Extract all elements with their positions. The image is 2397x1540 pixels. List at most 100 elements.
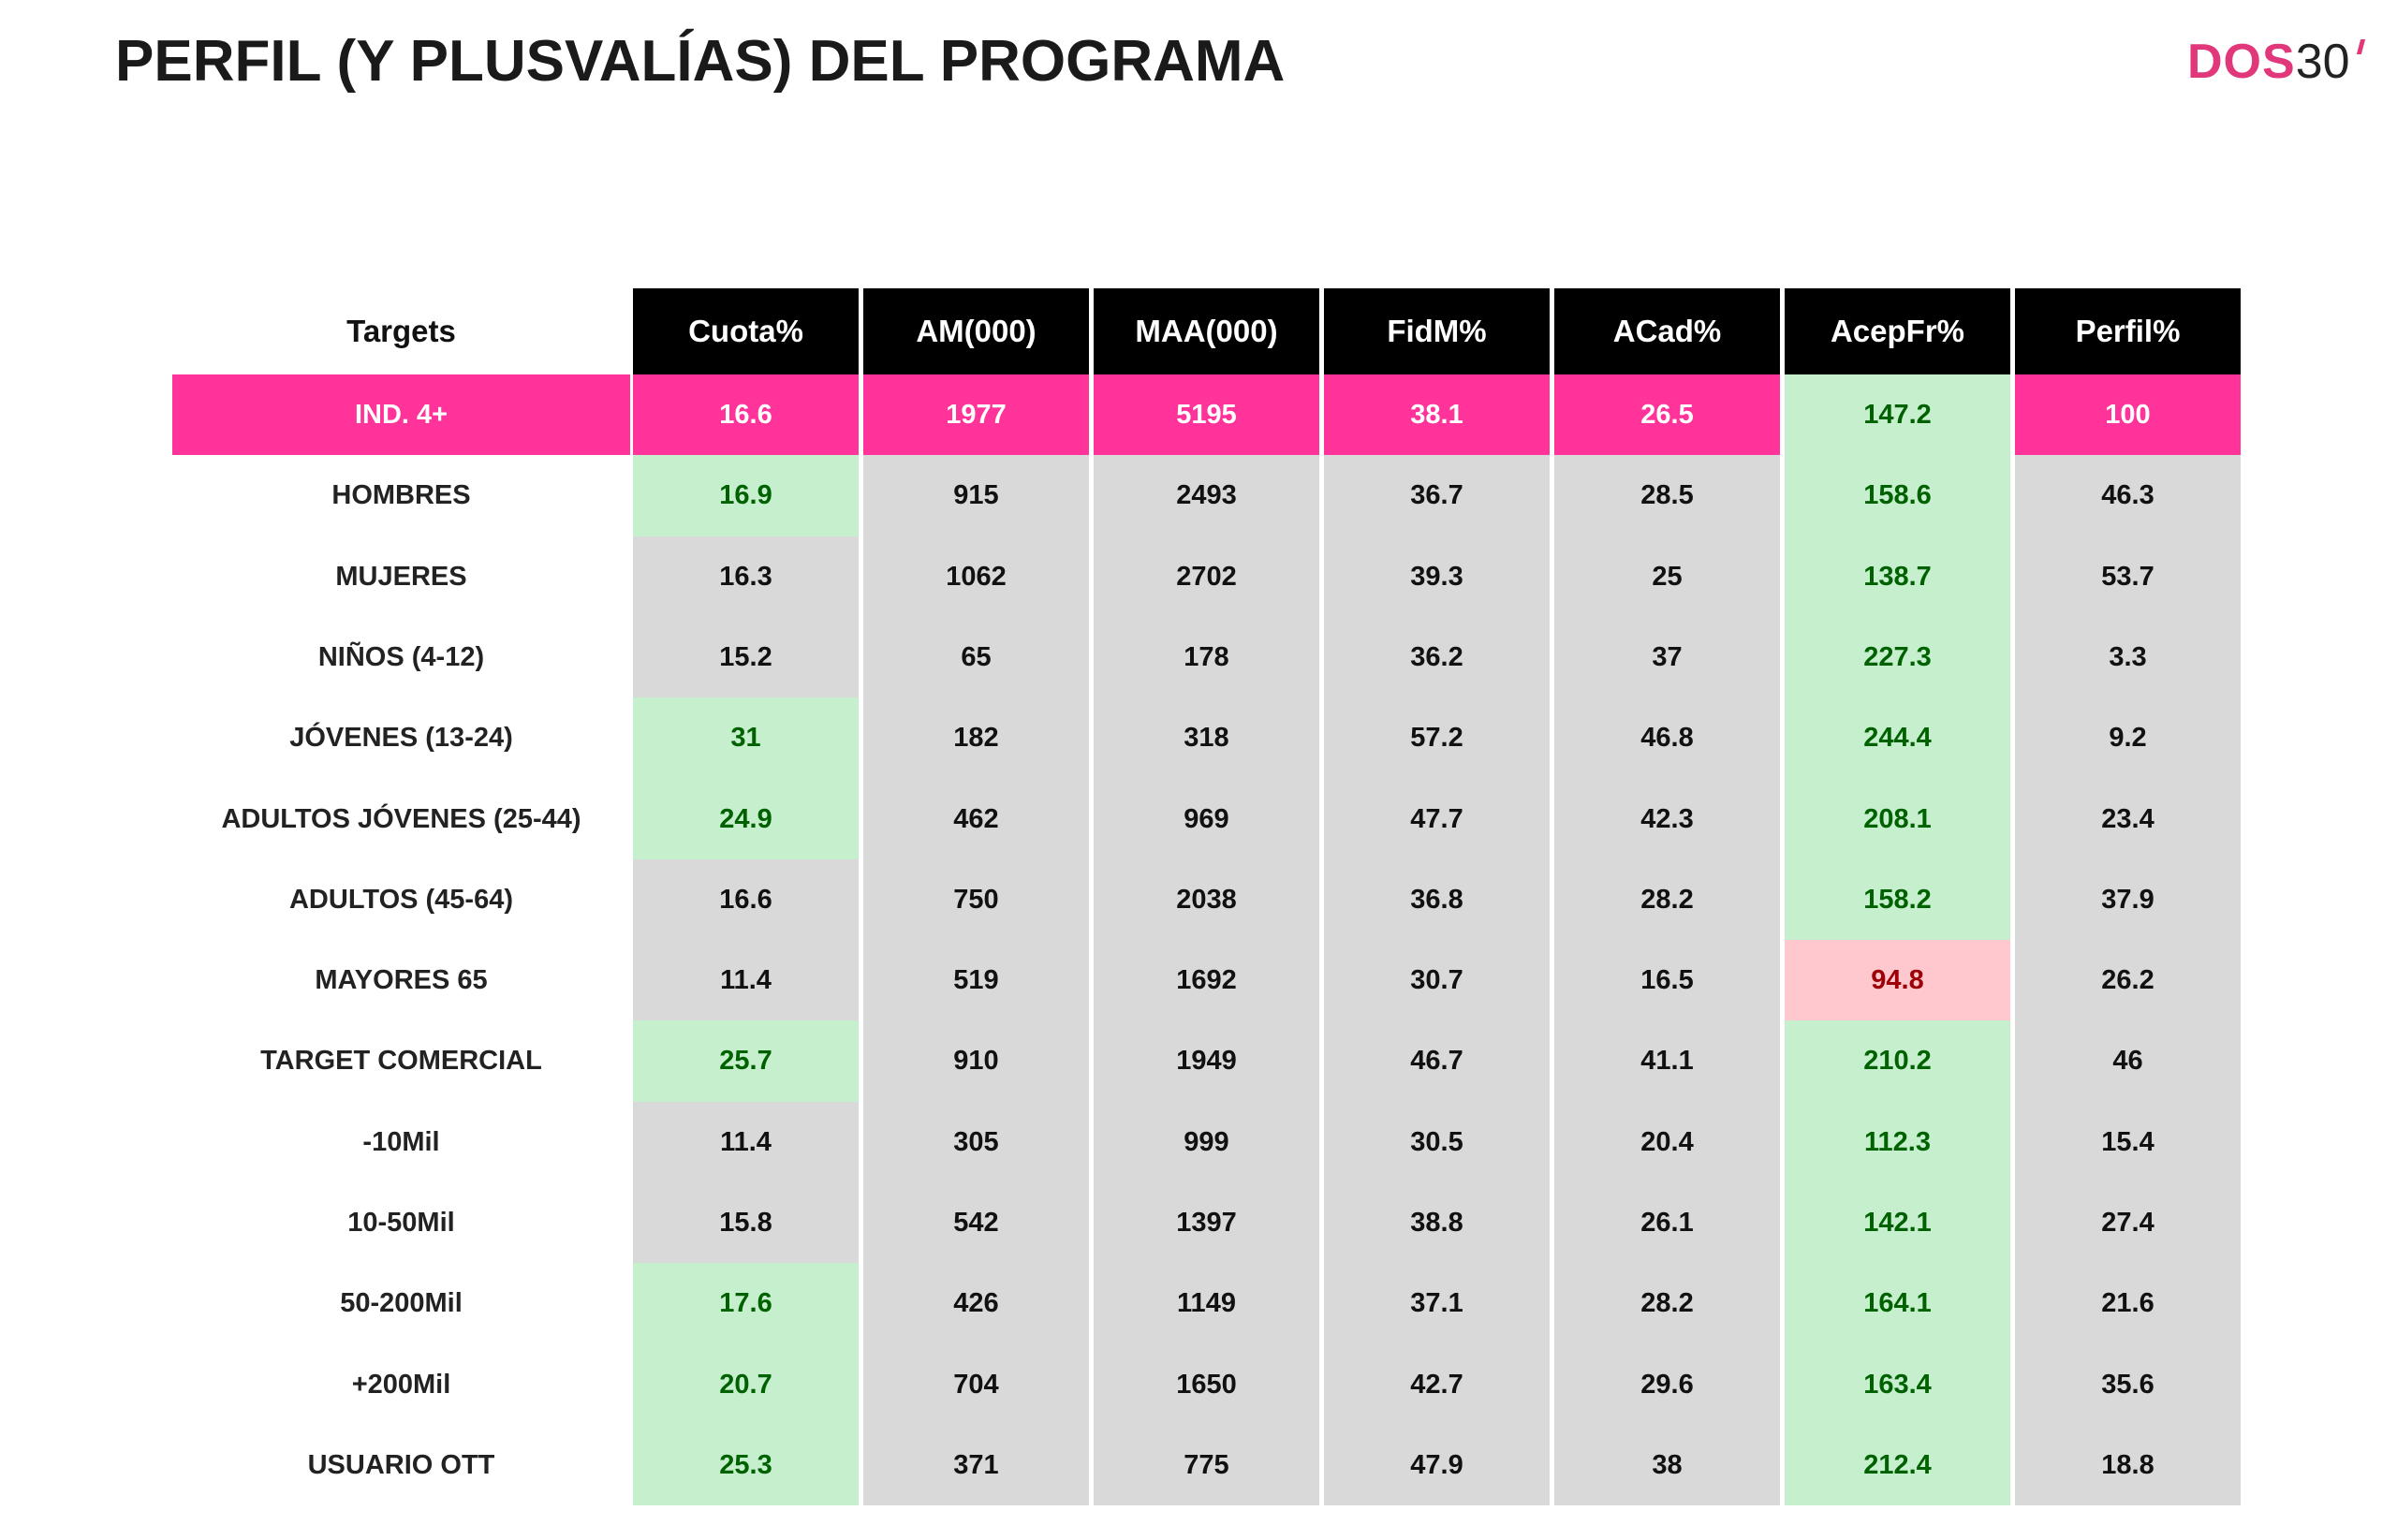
table-cell: 212.4 (1785, 1425, 2010, 1505)
table-cell: 210.2 (1785, 1020, 2010, 1102)
table-cell: 37 (1554, 617, 1780, 697)
table-cell: 371 (863, 1425, 1089, 1505)
column-header: Targets (172, 288, 630, 374)
table-cell: 915 (863, 455, 1089, 536)
title: PERFIL (Y PLUSVALÍAS) DEL PROGRAMA (115, 29, 1286, 94)
table-cell: 38 (1554, 1425, 1780, 1505)
table-cell: 18.8 (2015, 1425, 2241, 1505)
table-cell: 163.4 (1785, 1344, 2010, 1425)
table-cell: 21.6 (2015, 1263, 2241, 1344)
table-cell: 100 (2015, 374, 2241, 455)
table-cell: 42.3 (1554, 779, 1780, 859)
table-cell: 15.2 (633, 617, 859, 697)
table-cell: 46.3 (2015, 455, 2241, 536)
column-header: FidM% (1324, 288, 1550, 374)
table-cell: 36.8 (1324, 859, 1550, 940)
table-cell: 47.9 (1324, 1425, 1550, 1505)
table-cell: 39.3 (1324, 536, 1550, 617)
table-cell: 426 (863, 1263, 1089, 1344)
table-cell: 36.2 (1324, 617, 1550, 697)
row-label: HOMBRES (172, 455, 630, 536)
table-cell: 42.7 (1324, 1344, 1550, 1425)
table-cell: 112.3 (1785, 1102, 2010, 1182)
row-label: USUARIO OTT (172, 1425, 630, 1505)
table-cell: 16.9 (633, 455, 859, 536)
row-label: ADULTOS JÓVENES (25-44) (172, 779, 630, 859)
table-cell: 999 (1094, 1102, 1319, 1182)
logo-brand: DOS (2187, 35, 2296, 89)
table-cell: 2702 (1094, 536, 1319, 617)
column-header: Cuota% (633, 288, 859, 374)
table-cell: 178 (1094, 617, 1319, 697)
table-cell: 35.6 (2015, 1344, 2241, 1425)
column-header: ACad% (1554, 288, 1780, 374)
table-cell: 142.1 (1785, 1182, 2010, 1263)
table-cell: 94.8 (1785, 940, 2010, 1020)
row-label: +200Mil (172, 1344, 630, 1425)
table-cell: 182 (863, 697, 1089, 779)
row-label: JÓVENES (13-24) (172, 697, 630, 779)
column-header: AcepFr% (1785, 288, 2010, 374)
table-cell: 1650 (1094, 1344, 1319, 1425)
table-cell: 25.3 (633, 1425, 859, 1505)
table-cell: 30.7 (1324, 940, 1550, 1020)
row-label: TARGET COMERCIAL (172, 1020, 630, 1102)
table-cell: 5195 (1094, 374, 1319, 455)
table-cell: 15.4 (2015, 1102, 2241, 1182)
table-cell: 23.4 (2015, 779, 2241, 859)
table-cell: 30.5 (1324, 1102, 1550, 1182)
table-cell: 1397 (1094, 1182, 1319, 1263)
table-cell: 542 (863, 1182, 1089, 1263)
column-header: AM(000) (863, 288, 1089, 374)
table-cell: 318 (1094, 697, 1319, 779)
table-cell: 16.6 (633, 374, 859, 455)
table-cell: 46 (2015, 1020, 2241, 1102)
table-cell: 29.6 (1554, 1344, 1780, 1425)
table-cell: 31 (633, 697, 859, 779)
table-cell: 138.7 (1785, 536, 2010, 617)
logo-suffix: 30 (2295, 35, 2350, 89)
table-cell: 26.1 (1554, 1182, 1780, 1263)
table-cell: 15.8 (633, 1182, 859, 1263)
table-cell: 244.4 (1785, 697, 2010, 779)
table-cell: 910 (863, 1020, 1089, 1102)
table-cell: 57.2 (1324, 697, 1550, 779)
table-cell: 46.7 (1324, 1020, 1550, 1102)
table-cell: 1949 (1094, 1020, 1319, 1102)
table-cell: 38.1 (1324, 374, 1550, 455)
table-cell: 47.7 (1324, 779, 1550, 859)
table-cell: 305 (863, 1102, 1089, 1182)
table-cell: 26.2 (2015, 940, 2241, 1020)
table-cell: 25.7 (633, 1020, 859, 1102)
table-cell: 65 (863, 617, 1089, 697)
table-cell: 158.2 (1785, 859, 2010, 940)
table-cell: 20.7 (633, 1344, 859, 1425)
table-cell: 11.4 (633, 1102, 859, 1182)
logo-tick (2356, 39, 2365, 54)
table-cell: 41.1 (1554, 1020, 1780, 1102)
table-cell: 1149 (1094, 1263, 1319, 1344)
table-cell: 16.3 (633, 536, 859, 617)
table-cell: 2493 (1094, 455, 1319, 536)
table-cell: 28.5 (1554, 455, 1780, 536)
table-cell: 1692 (1094, 940, 1319, 1020)
row-label: -10Mil (172, 1102, 630, 1182)
table-cell: 1062 (863, 536, 1089, 617)
table-cell: 53.7 (2015, 536, 2241, 617)
table-cell: 37.1 (1324, 1263, 1550, 1344)
table-cell: 2038 (1094, 859, 1319, 940)
row-label: ADULTOS (45-64) (172, 859, 630, 940)
table-cell: 16.6 (633, 859, 859, 940)
table-cell: 26.5 (1554, 374, 1780, 455)
row-label: 50-200Mil (172, 1263, 630, 1344)
table-cell: 208.1 (1785, 779, 2010, 859)
table-cell: 227.3 (1785, 617, 2010, 697)
table-cell: 38.8 (1324, 1182, 1550, 1263)
table-cell: 28.2 (1554, 1263, 1780, 1344)
table-cell: 3.3 (2015, 617, 2241, 697)
column-header: Perfil% (2015, 288, 2241, 374)
logo: DOS30 (2187, 34, 2365, 90)
table-cell: 519 (863, 940, 1089, 1020)
table-cell: 158.6 (1785, 455, 2010, 536)
